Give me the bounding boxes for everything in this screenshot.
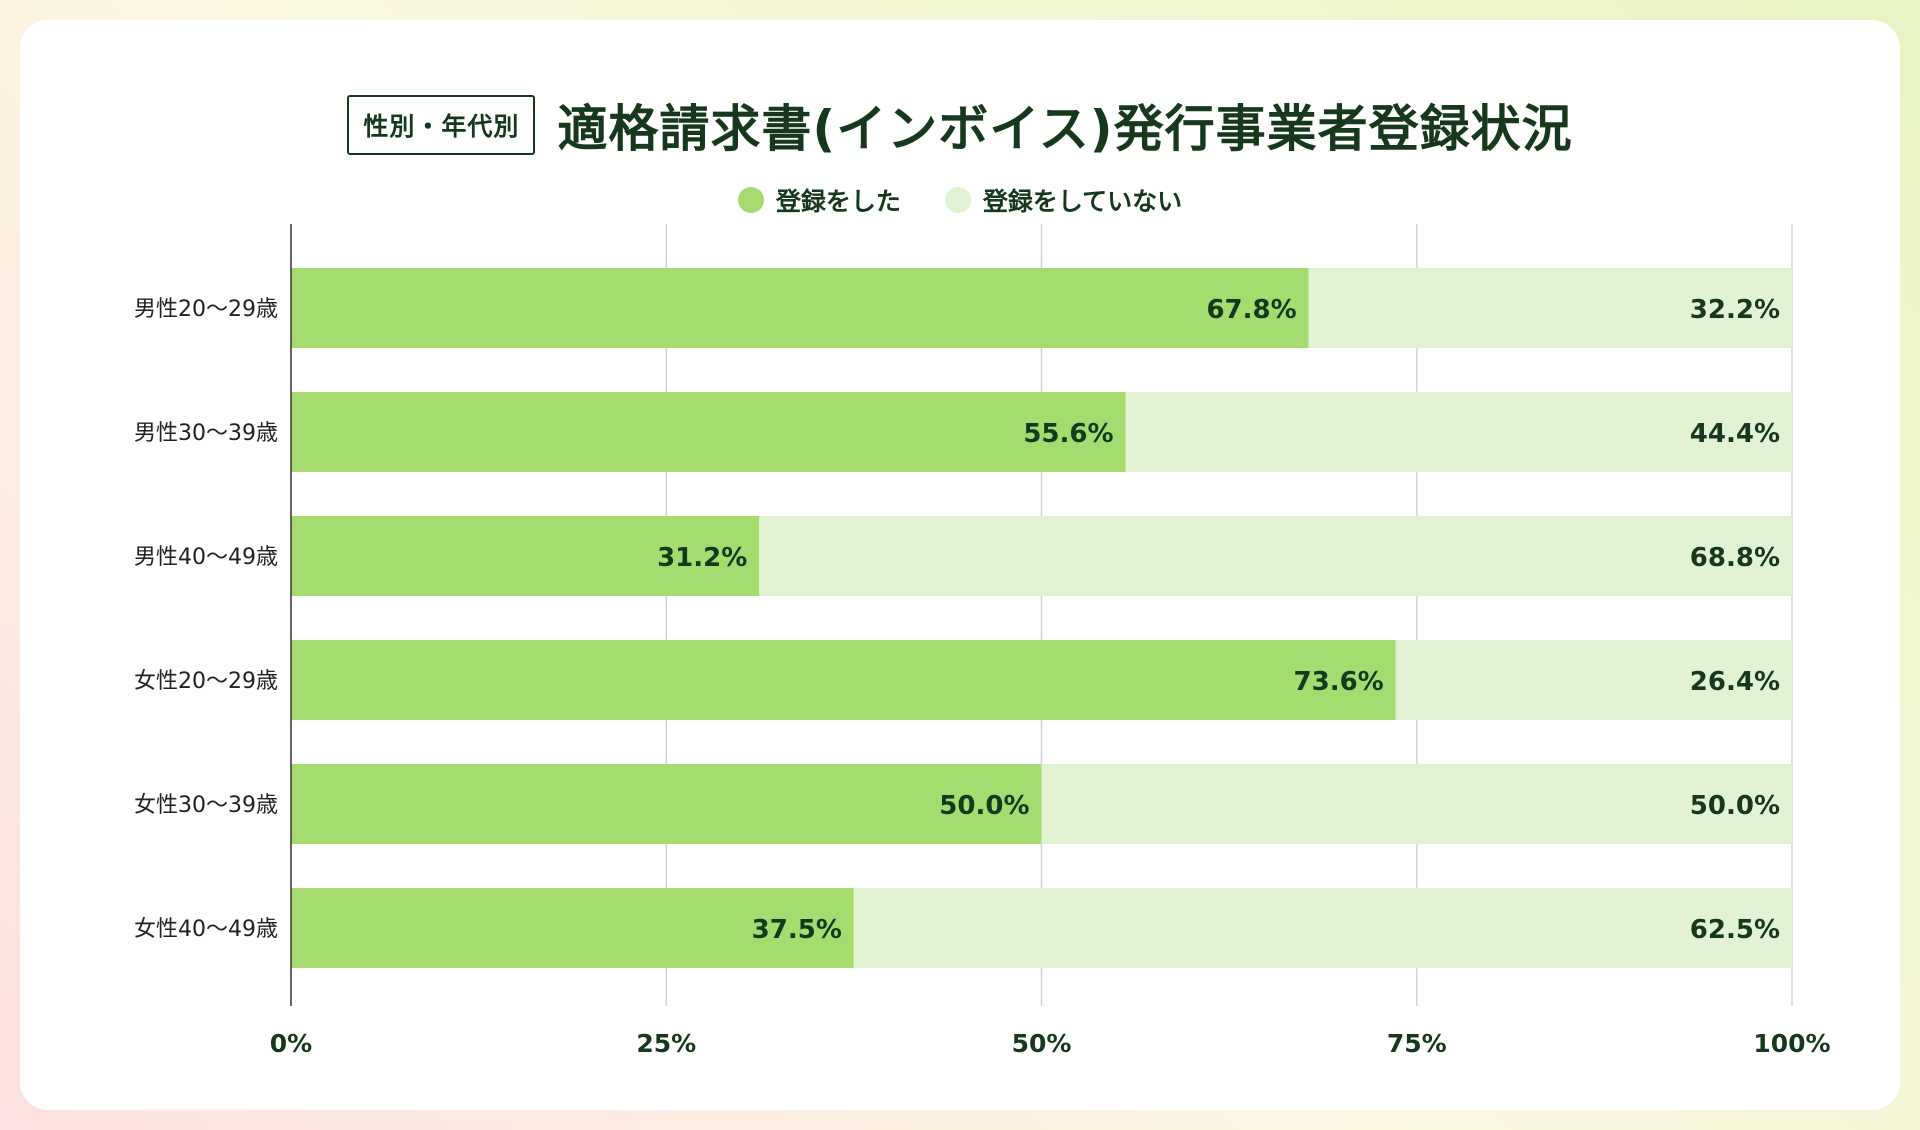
data-label-not-registered: 26.4%: [1690, 667, 1780, 697]
x-tick-label: 0%: [270, 1029, 312, 1058]
category-badge: 性別・年代別: [347, 95, 536, 155]
bar-not-registered: [1125, 392, 1792, 472]
legend-item-registered: 登録をした: [737, 182, 901, 218]
x-tick-label: 25%: [636, 1029, 696, 1058]
legend-label-registered: 登録をした: [775, 187, 901, 216]
legend: 登録をした 登録をしていない: [20, 180, 1900, 220]
legend-dot-not-registered: [944, 187, 971, 213]
bar-registered: [291, 764, 1042, 844]
x-tick-label: 75%: [1387, 1029, 1447, 1058]
legend-item-not-registered: 登録をしていない: [944, 182, 1183, 218]
x-tick-label: 100%: [1753, 1029, 1830, 1058]
category-label: 男性30〜39歳: [134, 421, 278, 446]
data-label-not-registered: 32.2%: [1690, 295, 1780, 325]
bar-registered: [291, 516, 760, 596]
bar-not-registered: [1308, 268, 1792, 348]
bar-registered: [291, 640, 1396, 720]
category-label: 女性30〜39歳: [134, 793, 278, 818]
data-label-registered: 67.8%: [1206, 295, 1296, 325]
bar-not-registered: [1041, 764, 1792, 844]
data-label-registered: 50.0%: [939, 791, 1029, 821]
bar-registered: [291, 268, 1309, 348]
bar-not-registered: [759, 516, 1792, 596]
data-label-registered: 55.6%: [1023, 419, 1113, 449]
legend-label-not-registered: 登録をしていない: [982, 187, 1183, 216]
data-label-not-registered: 50.0%: [1690, 791, 1780, 821]
bar-not-registered: [1395, 640, 1792, 720]
data-label-registered: 73.6%: [1294, 667, 1384, 697]
data-label-not-registered: 68.8%: [1690, 543, 1780, 573]
legend-dot-registered: [737, 187, 764, 213]
category-label: 女性20〜29歳: [134, 669, 278, 694]
category-label: 女性40〜49歳: [134, 917, 278, 942]
chart-title: 適格請求書(インボイス)発行事業者登録状況: [557, 100, 1573, 158]
bar-registered: [291, 888, 854, 968]
data-label-registered: 37.5%: [752, 915, 842, 945]
category-label: 男性20〜29歳: [134, 297, 278, 322]
category-label: 男性40〜49歳: [134, 545, 278, 570]
bar-not-registered: [853, 888, 1792, 968]
bar-registered: [291, 392, 1126, 472]
data-label-not-registered: 44.4%: [1690, 419, 1780, 449]
x-tick-label: 50%: [1012, 1029, 1072, 1058]
title-row: 性別・年代別 適格請求書(インボイス)発行事業者登録状況: [20, 90, 1900, 160]
data-label-registered: 31.2%: [657, 543, 747, 573]
data-label-not-registered: 62.5%: [1690, 915, 1780, 945]
